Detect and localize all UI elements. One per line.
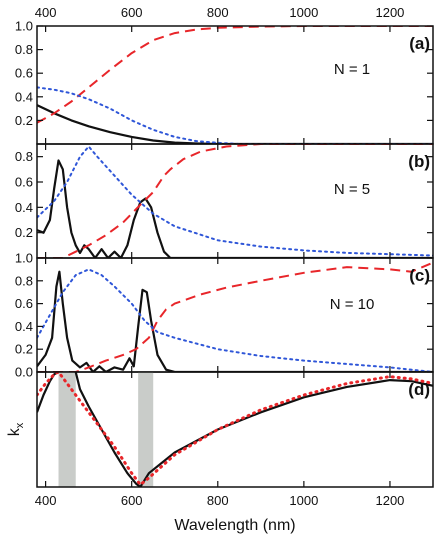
- series-c-dotted-2: [37, 268, 433, 372]
- x-top-tick-label-4: 1200: [375, 5, 404, 20]
- y-tick-label-b-2: 0.6: [15, 175, 33, 190]
- series-d-solid-0: [37, 372, 60, 413]
- x-bottom-tick-label-2: 800: [207, 493, 229, 508]
- x-bottom-tick-label-1: 600: [121, 493, 143, 508]
- panel-annotation-c: N = 10: [330, 296, 375, 313]
- panel-label-d: (d): [408, 380, 430, 399]
- y-tick-label-c-4: 0.8: [15, 273, 33, 288]
- y-tick-label-c-5: 1.0: [15, 251, 33, 266]
- series-b-dashed-1: [37, 144, 433, 258]
- series-c-solid-0: [37, 270, 433, 372]
- y-tick-label-b-0: 0.2: [15, 225, 33, 240]
- series-a-solid-0: [37, 104, 433, 144]
- series-c-dashed-1: [37, 261, 433, 372]
- y-tick-label-c-2: 0.4: [15, 319, 33, 334]
- y-tick-label-a-0: 0.2: [15, 113, 33, 128]
- panels-group: 0.2 0.4 0.6 0.8 1.0 (a) N = 1 0.2 0.4 0.6 0.8 (b) N …: [6, 19, 434, 488]
- y-tick-label-b-1: 0.4: [15, 200, 33, 215]
- panel-annotation-b: N = 5: [334, 181, 370, 198]
- y-tick-label-a-1: 0.4: [15, 89, 33, 104]
- x-top-tick-label-0: 400: [35, 5, 57, 20]
- top-axis-ticks: 400 600 800 1000 1200: [35, 5, 405, 20]
- series-d-solid-1: [74, 372, 433, 487]
- panel-frame-a: [36, 25, 434, 145]
- band-d-1: [138, 372, 154, 487]
- panel-b: 0.2 0.4 0.6 0.8 (b) N = 5: [15, 143, 434, 259]
- series-b-solid-0: [37, 159, 433, 258]
- y-tick-label-b-3: 0.8: [15, 149, 33, 164]
- panel-frame-d: [36, 371, 434, 488]
- panel-a: 0.2 0.4 0.6 0.8 1.0 (a) N = 1: [15, 19, 434, 145]
- series-a-dashed-1: [37, 26, 433, 124]
- y-tick-label-a-3: 0.8: [15, 42, 33, 57]
- series-a-dotted-2: [37, 86, 433, 144]
- panel-d: (d) kx: [6, 371, 434, 488]
- y-tick-label-c-1: 0.2: [15, 342, 33, 357]
- y-tick-label-c-0: 0.0: [15, 365, 33, 380]
- x-top-tick-label-1: 600: [121, 5, 143, 20]
- x-bottom-tick-label-0: 400: [35, 493, 57, 508]
- x-top-tick-label-3: 1000: [289, 5, 318, 20]
- band-d-0: [58, 372, 76, 487]
- series-d-dotted_d-2: [37, 372, 433, 487]
- panel-label-a: (a): [409, 34, 430, 53]
- series-b-dotted-2: [37, 145, 433, 257]
- panel-label-c: (c): [409, 266, 430, 285]
- x-bottom-tick-label-3: 1000: [289, 493, 318, 508]
- panel-frame-c: [36, 257, 434, 373]
- x-axis-title: Wavelength (nm): [174, 517, 295, 534]
- y-axis-title-d: kx: [6, 422, 26, 436]
- y-tick-label-c-3: 0.6: [15, 296, 33, 311]
- y-tick-label-a-4: 1.0: [15, 19, 33, 34]
- y-tick-label-a-2: 0.6: [15, 66, 33, 81]
- bottom-axis-ticks: 400 600 800 1000 1200: [35, 493, 405, 508]
- x-top-tick-label-2: 800: [207, 5, 229, 20]
- panel-frame-b: [36, 143, 434, 259]
- x-bottom-tick-label-4: 1200: [375, 493, 404, 508]
- panel-c: 0.0 0.2 0.4 0.6 0.8 1.0 (c) N = 10: [15, 251, 434, 380]
- panel-label-b: (b): [408, 152, 430, 171]
- panel-annotation-a: N = 1: [334, 61, 370, 78]
